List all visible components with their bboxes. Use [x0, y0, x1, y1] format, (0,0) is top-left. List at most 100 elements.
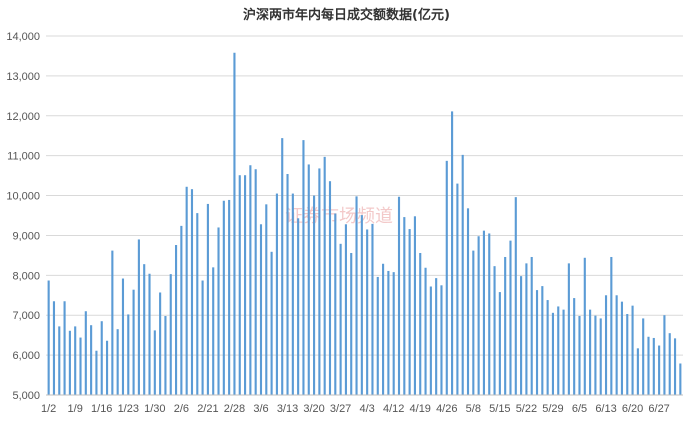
x-tick-label: 6/20	[622, 403, 643, 415]
y-tick-label: 11,000	[7, 151, 40, 163]
x-tick-label: 5/15	[489, 403, 510, 415]
x-tick-label: 2/6	[174, 403, 189, 415]
bar	[514, 197, 517, 395]
x-tick-label: 5/22	[516, 403, 537, 415]
bar	[445, 160, 448, 395]
bar	[408, 229, 411, 395]
bar	[509, 240, 512, 395]
bar	[217, 227, 220, 395]
bar	[583, 257, 586, 395]
bar	[127, 314, 130, 395]
x-tick-label: 6/13	[595, 403, 616, 415]
bar	[291, 193, 294, 395]
y-tick-label: 6,000	[12, 350, 40, 362]
bar	[562, 309, 565, 395]
bar	[47, 280, 50, 395]
x-tick-label: 5/8	[466, 403, 481, 415]
bar	[201, 280, 204, 395]
bar	[488, 233, 491, 395]
x-tick-label: 3/6	[253, 403, 268, 415]
grid-lines	[46, 35, 683, 356]
bar	[212, 267, 215, 395]
bar	[504, 256, 507, 395]
bar	[435, 278, 438, 395]
bar	[137, 239, 140, 395]
bar	[159, 292, 162, 395]
bar	[100, 321, 103, 395]
bar	[541, 286, 544, 395]
bar	[153, 330, 156, 395]
bar	[440, 285, 443, 395]
bar	[403, 217, 406, 395]
bar	[610, 256, 613, 395]
bar	[461, 154, 464, 395]
bar	[164, 316, 167, 395]
bar	[105, 340, 109, 395]
bar	[679, 363, 682, 395]
bar	[472, 250, 475, 395]
bar	[424, 267, 427, 395]
y-tick-label: 12,000	[6, 111, 40, 123]
bar	[84, 311, 87, 395]
bar	[493, 266, 496, 395]
bar	[392, 272, 395, 395]
bar	[530, 256, 533, 395]
bar	[180, 225, 183, 395]
bar	[270, 251, 273, 395]
bar	[302, 140, 305, 395]
bar	[376, 276, 379, 395]
y-axis-tick-labels: 5,000 6,000 7,000 8,000 9,000 10,000 11,000 12,…	[6, 31, 40, 402]
x-axis-tick-labels: 1/2 1/9 1/16 1/23 1/30 2/6 2/21 2/28 3/6 3/13 3/20…	[41, 403, 670, 415]
y-tick-label: 9,000	[12, 230, 40, 242]
bar	[594, 315, 597, 395]
bar	[339, 243, 342, 395]
bar	[451, 111, 454, 395]
bar	[63, 301, 66, 395]
bar	[185, 186, 188, 395]
x-tick-label: 1/30	[144, 403, 165, 415]
x-tick-label: 1/2	[41, 403, 56, 415]
bar	[169, 274, 172, 395]
bar	[328, 181, 332, 395]
x-tick-label: 4/19	[410, 403, 431, 415]
bar	[297, 218, 300, 395]
x-tick-label: 6/5	[572, 403, 587, 415]
bar	[350, 252, 353, 395]
bar	[238, 175, 241, 395]
x-tick-label: 2/28	[224, 403, 245, 415]
bar	[668, 333, 671, 395]
y-tick-label: 8,000	[12, 270, 40, 282]
bar	[313, 195, 316, 395]
bar	[557, 306, 560, 395]
bar	[121, 278, 125, 395]
bar	[148, 273, 151, 395]
bar	[658, 345, 661, 395]
x-tick-label: 3/13	[277, 403, 298, 415]
bar	[259, 224, 263, 395]
bar	[498, 292, 501, 395]
bar	[663, 315, 666, 395]
bar	[520, 276, 523, 395]
x-tick-label: 1/9	[68, 403, 83, 415]
bar	[360, 215, 363, 395]
bar	[413, 216, 416, 395]
bar	[477, 236, 480, 395]
bar	[286, 174, 289, 395]
x-tick-label: 6/27	[648, 403, 669, 415]
bar	[174, 245, 178, 395]
x-tick-label: 4/26	[436, 403, 457, 415]
bar	[143, 264, 146, 395]
bar	[604, 295, 608, 395]
bar	[429, 286, 432, 395]
bar	[58, 326, 61, 395]
bar	[366, 229, 369, 395]
y-tick-label: 14,000	[6, 31, 40, 43]
bar	[573, 298, 576, 395]
bar	[307, 164, 310, 395]
bar	[466, 208, 470, 395]
chart-title: 沪深两市年内每日成交额数据(亿元)	[243, 8, 450, 23]
bar	[525, 263, 528, 395]
bar	[254, 169, 257, 395]
bar	[631, 305, 634, 395]
